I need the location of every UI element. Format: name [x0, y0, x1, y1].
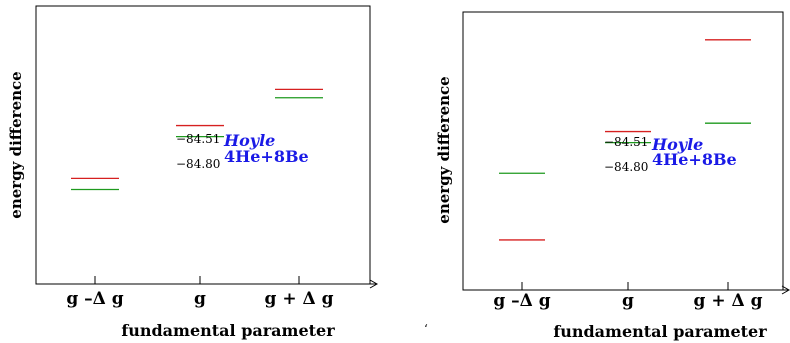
panel-right: energy difference fundamental parameter … [435, 11, 790, 341]
annotation-he: 4He+8Be [652, 150, 737, 169]
panel-left: energy difference fundamental parameter … [7, 5, 379, 340]
value-label-he: −84.80 [604, 160, 648, 174]
stray-mark: ʻ [424, 322, 428, 336]
value-label-hoyle: −84.51 [604, 135, 648, 149]
annotation-hoyle: Hoyle [223, 131, 275, 150]
x-axis-label: fundamental parameter [121, 321, 335, 340]
x-tick-label: g [194, 289, 206, 309]
value-label-hoyle: −84.51 [176, 132, 220, 146]
y-axis-label: energy difference [435, 76, 453, 223]
plot-frame [35, 5, 371, 285]
x-tick-label: g –Δ g [493, 291, 550, 311]
annotation-he: 4He+8Be [224, 147, 309, 166]
x-tick-label: g –Δ g [66, 289, 123, 309]
x-tick-label: g + Δ g [265, 289, 334, 309]
marks-left: g –Δ g g g + Δ g [66, 88, 334, 309]
plot-frame [462, 11, 784, 291]
annotations-right: −84.51 −84.80 Hoyle 4He+8Be [604, 135, 737, 174]
x-axis-label: fundamental parameter [553, 322, 767, 341]
x-axis-arrowhead [781, 285, 790, 295]
x-tick-label: g + Δ g [694, 291, 763, 311]
value-label-he: −84.80 [176, 157, 220, 171]
marks-right: g –Δ g g g + Δ g [493, 39, 763, 311]
y-axis-label: energy difference [7, 71, 25, 218]
x-tick-label: g [622, 291, 634, 311]
x-axis-arrowhead [369, 279, 379, 289]
annotation-hoyle: Hoyle [651, 135, 703, 154]
annotations-left: −84.51 −84.80 Hoyle 4He+8Be [176, 131, 309, 171]
